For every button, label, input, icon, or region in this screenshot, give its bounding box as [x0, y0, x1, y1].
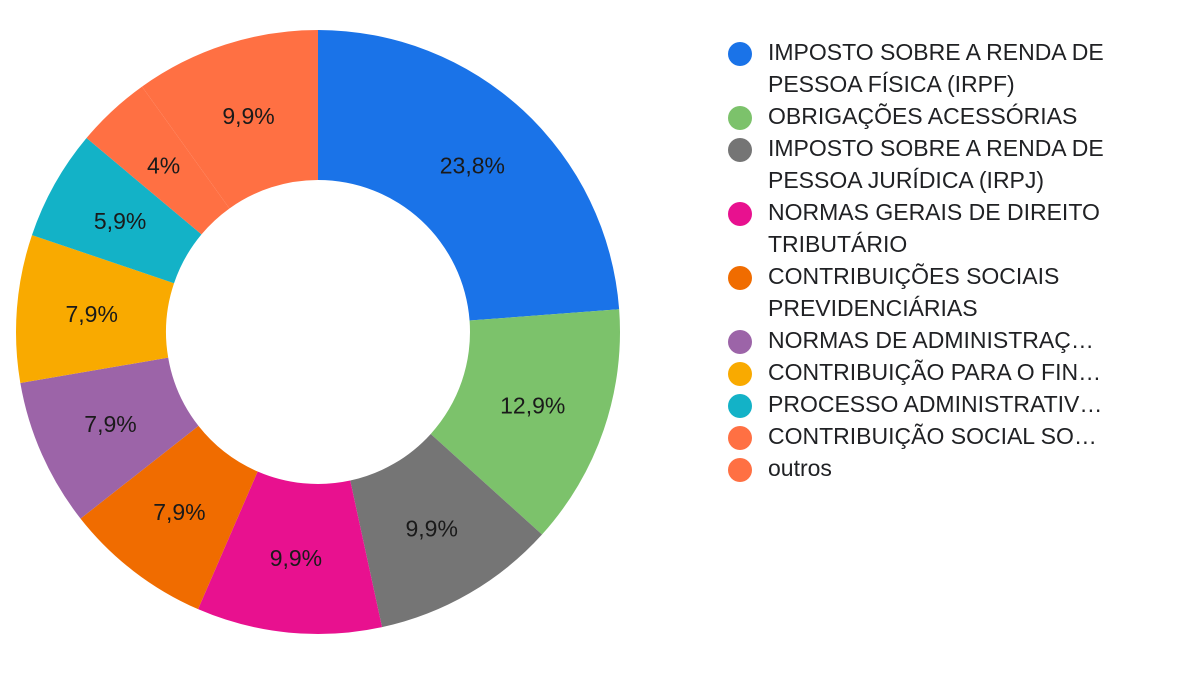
legend-swatch-1 — [728, 106, 752, 130]
legend-item-8[interactable]: CONTRIBUIÇÃO SOCIAL SO… — [728, 420, 1188, 452]
slice-label-1: 12,9% — [500, 393, 565, 419]
slice-label-8: 4% — [147, 153, 180, 179]
legend-swatch-2 — [728, 138, 752, 162]
legend-swatch-6 — [728, 362, 752, 386]
donut-slice-9[interactable] — [142, 29, 318, 209]
donut-slice-1[interactable] — [430, 309, 620, 535]
donut-slice-0[interactable] — [318, 30, 620, 321]
legend-label-2: IMPOSTO SOBRE A RENDA DE PESSOA JURÍDICA… — [768, 135, 1104, 193]
donut-slice-4[interactable] — [80, 425, 258, 610]
legend-swatch-5 — [728, 330, 752, 354]
slice-label-5: 7,9% — [84, 411, 136, 437]
legend-item-1[interactable]: OBRIGAÇÕES ACESSÓRIAS — [728, 100, 1188, 132]
legend-item-5[interactable]: NORMAS DE ADMINISTRAÇ… — [728, 324, 1188, 356]
donut-slice-5[interactable] — [20, 357, 199, 519]
slice-label-3: 9,9% — [270, 545, 322, 571]
slice-label-0: 23,8% — [440, 153, 505, 179]
legend-label-9: outros — [768, 455, 832, 481]
chart-legend: IMPOSTO SOBRE A RENDA DE PESSOA FÍSICA (… — [728, 36, 1188, 484]
donut-slice-2[interactable] — [350, 433, 543, 628]
legend-label-8: CONTRIBUIÇÃO SOCIAL SO… — [768, 423, 1097, 449]
legend-label-6: CONTRIBUIÇÃO PARA O FIN… — [768, 359, 1102, 385]
donut-slice-3[interactable] — [198, 471, 383, 634]
slice-label-6: 7,9% — [65, 301, 117, 327]
slice-label-4: 7,9% — [153, 499, 205, 525]
donut-slice-7[interactable] — [31, 138, 202, 284]
legend-item-2[interactable]: IMPOSTO SOBRE A RENDA DE PESSOA JURÍDICA… — [728, 132, 1188, 196]
legend-label-3: NORMAS GERAIS DE DIREITO TRIBUTÁRIO — [768, 199, 1100, 257]
legend-label-0: IMPOSTO SOBRE A RENDA DE PESSOA FÍSICA (… — [768, 39, 1104, 97]
legend-swatch-4 — [728, 266, 752, 290]
legend-item-7[interactable]: PROCESSO ADMINISTRATIV… — [728, 388, 1188, 420]
legend-label-7: PROCESSO ADMINISTRATIV… — [768, 391, 1103, 417]
legend-swatch-3 — [728, 202, 752, 226]
legend-item-0[interactable]: IMPOSTO SOBRE A RENDA DE PESSOA FÍSICA (… — [728, 36, 1188, 100]
legend-label-5: NORMAS DE ADMINISTRAÇ… — [768, 327, 1094, 353]
legend-item-9[interactable]: outros — [728, 452, 1188, 484]
legend-item-4[interactable]: CONTRIBUIÇÕES SOCIAIS PREVIDENCIÁRIAS — [728, 260, 1188, 324]
donut-chart: 23,8% 12,9% 9,9% 9,9% 7,9% 7,9% 7,9% 5,9% 4% 9,9% — [16, 29, 620, 634]
donut-slice-8[interactable] — [86, 86, 230, 235]
legend-swatch-7 — [728, 394, 752, 418]
legend-swatch-9 — [728, 458, 752, 482]
legend-label-4: CONTRIBUIÇÕES SOCIAIS PREVIDENCIÁRIAS — [768, 263, 1060, 321]
slice-label-9: 9,9% — [222, 103, 274, 129]
legend-item-6[interactable]: CONTRIBUIÇÃO PARA O FIN… — [728, 356, 1188, 388]
legend-label-1: OBRIGAÇÕES ACESSÓRIAS — [768, 103, 1078, 129]
donut-slice-6[interactable] — [16, 235, 175, 383]
slice-label-2: 9,9% — [405, 515, 457, 541]
legend-swatch-8 — [728, 426, 752, 450]
legend-item-3[interactable]: NORMAS GERAIS DE DIREITO TRIBUTÁRIO — [728, 196, 1188, 260]
legend-swatch-0 — [728, 42, 752, 66]
slice-label-7: 5,9% — [94, 208, 146, 234]
